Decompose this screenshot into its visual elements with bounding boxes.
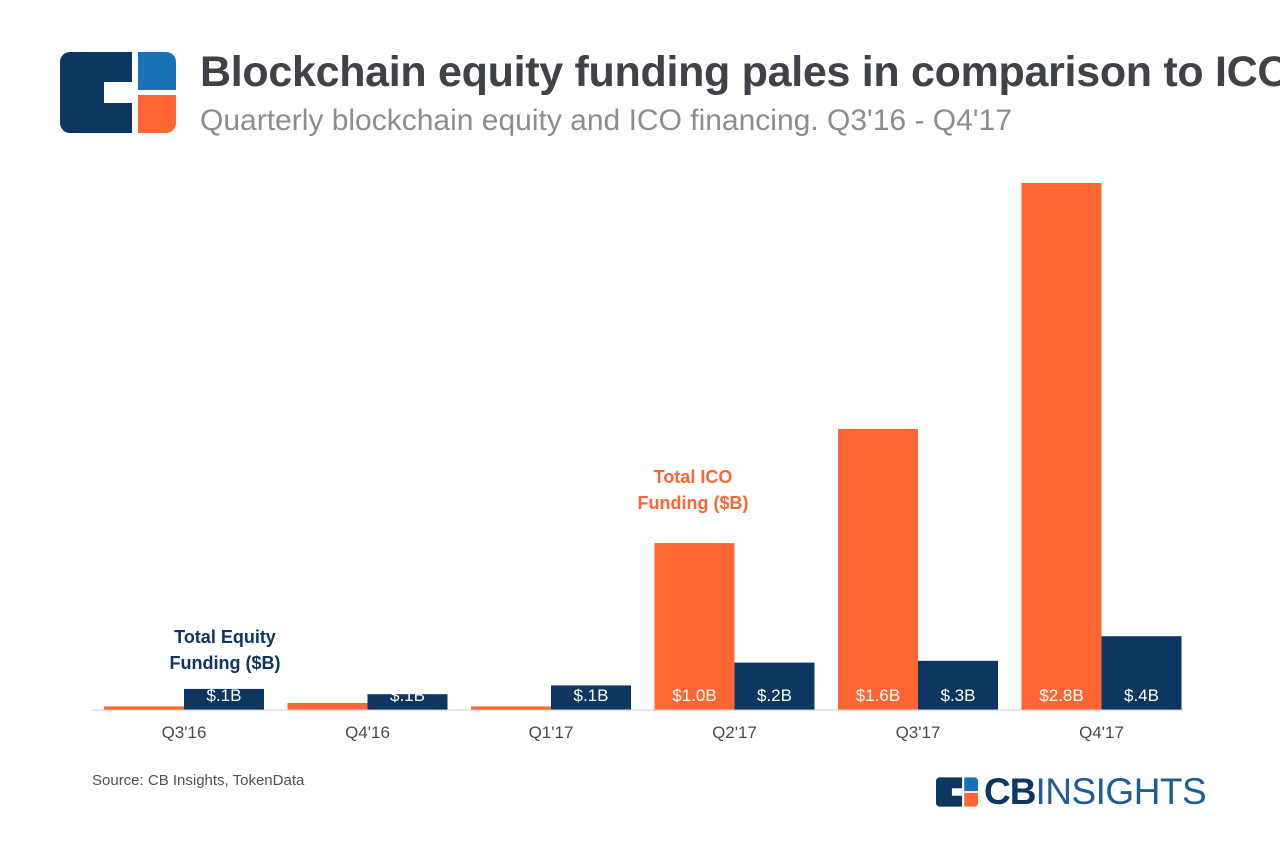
equity-value-label: $.3B (941, 686, 976, 705)
equity-value-label: $.2B (757, 686, 792, 705)
ico-value-label: $1.0B (672, 686, 716, 705)
x-tick-label: Q3'17 (896, 723, 941, 742)
cb-insights-brand-icon (936, 777, 978, 807)
ico-bar (104, 706, 184, 710)
equity-bar (184, 688, 264, 710)
ico-bar (1021, 183, 1102, 710)
x-tick-label: Q1'17 (529, 723, 574, 742)
x-tick-label: Q3'16 (162, 723, 207, 742)
equity-bar (551, 685, 631, 710)
x-tick-label: Q4'17 (1079, 723, 1124, 742)
equity-value-label: $.4B (1124, 686, 1159, 705)
equity-bar (367, 694, 448, 710)
ico-value-label: $2.8B (1039, 686, 1083, 705)
equity-bar (918, 660, 998, 710)
equity-bar (734, 662, 815, 710)
equity-bar (1101, 636, 1182, 710)
ico-bar (287, 702, 368, 710)
cb-insights-logo-icon (60, 52, 176, 133)
ico-bar (471, 706, 551, 710)
ico-bar (838, 428, 918, 710)
chart-title: Blockchain equity funding pales in compa… (200, 48, 1280, 96)
ico-bar (654, 543, 735, 710)
equity-value-label: $.1B (390, 686, 425, 705)
ico-value-label: $1.6B (856, 686, 900, 705)
brand-cb-text: CB (984, 771, 1036, 812)
equity-value-label: $.1B (207, 686, 242, 705)
chart-subtitle: Quarterly blockchain equity and ICO fina… (200, 104, 1012, 137)
equity-value-label: $.1B (574, 686, 609, 705)
x-tick-label: Q2'17 (712, 723, 757, 742)
source-note: Source: CB Insights, TokenData (92, 772, 305, 789)
x-tick-label: Q4'16 (345, 723, 390, 742)
cb-insights-brand: CB INSIGHTS (936, 771, 1207, 812)
ico-series-annotation: Total ICO Funding ($B) (638, 467, 749, 513)
equity-series-annotation: Total Equity Funding ($B) (170, 627, 281, 673)
brand-insights-text: INSIGHTS (1035, 771, 1207, 812)
